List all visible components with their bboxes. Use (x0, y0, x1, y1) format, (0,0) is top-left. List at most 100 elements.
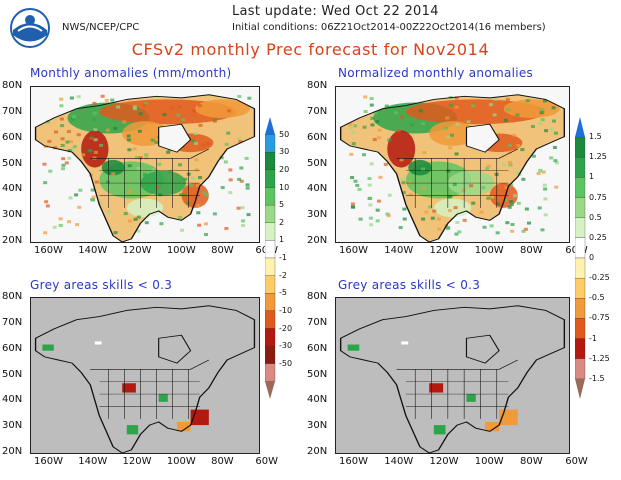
lat-tick-label: 60N (307, 131, 328, 143)
lon-tick-label: 140W (384, 456, 414, 467)
colorbar-label: -1 (279, 253, 287, 262)
colorbar-segment (575, 136, 586, 158)
colorbar-segment (575, 197, 586, 218)
lon-tick-label: 160W (34, 456, 63, 467)
lat-tick-label: 20N (2, 446, 23, 457)
lon-tick-label: 80W (519, 245, 543, 256)
colorbar-label: -30 (279, 341, 293, 351)
colorbar-segment (265, 310, 276, 329)
colorbar-segment (575, 318, 586, 339)
colorbar-top-arrow (575, 117, 585, 138)
anomaly-map (335, 86, 570, 243)
colorbar-label: -5 (279, 288, 287, 298)
colorbar-label: 2 (279, 217, 285, 227)
lat-tick-label: 30N (307, 209, 328, 221)
colorbar-label: 30 (279, 147, 290, 157)
colorbar-label: 1.5 (589, 132, 602, 142)
lat-tick-label: 30N (2, 209, 23, 221)
lon-tick-label: 60W (255, 456, 278, 467)
lat-tick-label: 80N (2, 80, 23, 91)
colorbar-label: -50 (279, 358, 293, 368)
lat-tick-label: 70N (307, 316, 328, 328)
lon-tick-label: 80W (211, 456, 234, 467)
lon-tick-label: 160W (34, 245, 63, 256)
lon-tick-label: 120W (429, 456, 459, 467)
main-title: CFSv2 monthly Prec forecast for Nov2014 (131, 40, 490, 59)
map-graphic (336, 87, 569, 242)
colorbar-segment (575, 338, 586, 359)
colorbar-segment (265, 240, 276, 259)
colorbar-segment (265, 152, 276, 171)
colorbar-label: -1.25 (589, 353, 610, 363)
colorbar-bottom-arrow (575, 378, 585, 399)
colorbar-label: 1.25 (589, 152, 607, 162)
lon-tick-label: 100W (166, 245, 196, 256)
lon-tick-label: 120W (429, 245, 459, 256)
lon-tick-label: 140W (78, 456, 108, 467)
map-graphic (31, 298, 259, 453)
initial-conditions-text: Initial conditions: 06Z21Oct2014-00Z22Oc… (232, 22, 546, 33)
colorbar-segment (575, 277, 586, 299)
skill-masked-map (30, 297, 260, 454)
colorbar-label: 0.25 (589, 232, 607, 242)
lat-tick-label: 70N (2, 316, 23, 328)
lat-tick-label: 50N (307, 368, 328, 380)
colorbar-segment (265, 169, 276, 188)
lon-tick-label: 80W (519, 456, 543, 467)
lat-tick-label: 60N (307, 342, 328, 354)
lon-tick-label: 60W (565, 456, 588, 467)
colorbar-segment (575, 217, 586, 239)
lon-tick-label: 140W (78, 245, 108, 256)
lon-tick-label: 100W (166, 456, 196, 467)
lat-tick-label: 60N (2, 342, 23, 354)
colorbar-label: 1 (589, 172, 595, 182)
lon-tick-label: 100W (474, 456, 504, 467)
lon-tick-label: 160W (339, 456, 368, 467)
agency-label: NWS/NCEP/CPC (62, 22, 140, 33)
normalized-colorbar (575, 117, 586, 399)
colorbar-label: 5 (279, 200, 285, 210)
colorbar-segment (575, 257, 586, 279)
lat-tick-label: 20N (307, 446, 328, 457)
map-graphic (31, 87, 259, 242)
colorbar-segment (265, 134, 276, 153)
lat-tick-label: 70N (2, 105, 23, 117)
lon-tick-label: 120W (122, 456, 152, 467)
lat-tick-label: 60N (2, 131, 23, 143)
colorbar-label: -10 (279, 305, 293, 315)
panel-title: Monthly anomalies (mm/month) (30, 66, 232, 80)
colorbar-label: 10 (279, 182, 290, 192)
colorbar-bottom-arrow (265, 381, 275, 399)
colorbar-segment (265, 293, 276, 312)
colorbar-segment (265, 275, 276, 294)
lon-tick-label: 80W (211, 245, 234, 256)
lat-tick-label: 40N (307, 394, 328, 406)
lat-tick-label: 50N (2, 368, 23, 380)
colorbar-segment (575, 237, 586, 259)
colorbar-label: -0.25 (589, 273, 610, 283)
lat-tick-label: 80N (307, 80, 328, 91)
lat-tick-label: 40N (2, 183, 23, 195)
colorbar-segment (575, 298, 586, 319)
anomaly-colorbar (265, 117, 276, 399)
colorbar-segment (265, 257, 276, 276)
lat-tick-label: 20N (307, 235, 328, 246)
colorbar-segment (575, 177, 586, 198)
lat-tick-label: 30N (2, 420, 23, 432)
colorbar-segment (265, 187, 276, 206)
colorbar-label: -0.75 (589, 313, 610, 323)
lat-tick-label: 30N (307, 420, 328, 432)
colorbar-segment (575, 358, 586, 380)
colorbar-label: 20 (279, 164, 290, 174)
colorbar-label: -2 (279, 270, 287, 280)
colorbar-label: 50 (279, 129, 290, 139)
lat-tick-label: 70N (307, 105, 328, 117)
lat-tick-label: 40N (307, 183, 328, 195)
colorbar-segment (265, 363, 276, 382)
lon-tick-label: 160W (339, 245, 368, 256)
colorbar-label: 0.5 (589, 212, 602, 222)
colorbar-segment (575, 157, 586, 178)
colorbar-label: -1.5 (589, 373, 605, 383)
lat-tick-label: 50N (307, 157, 328, 169)
colorbar-label: 0.75 (589, 192, 607, 202)
